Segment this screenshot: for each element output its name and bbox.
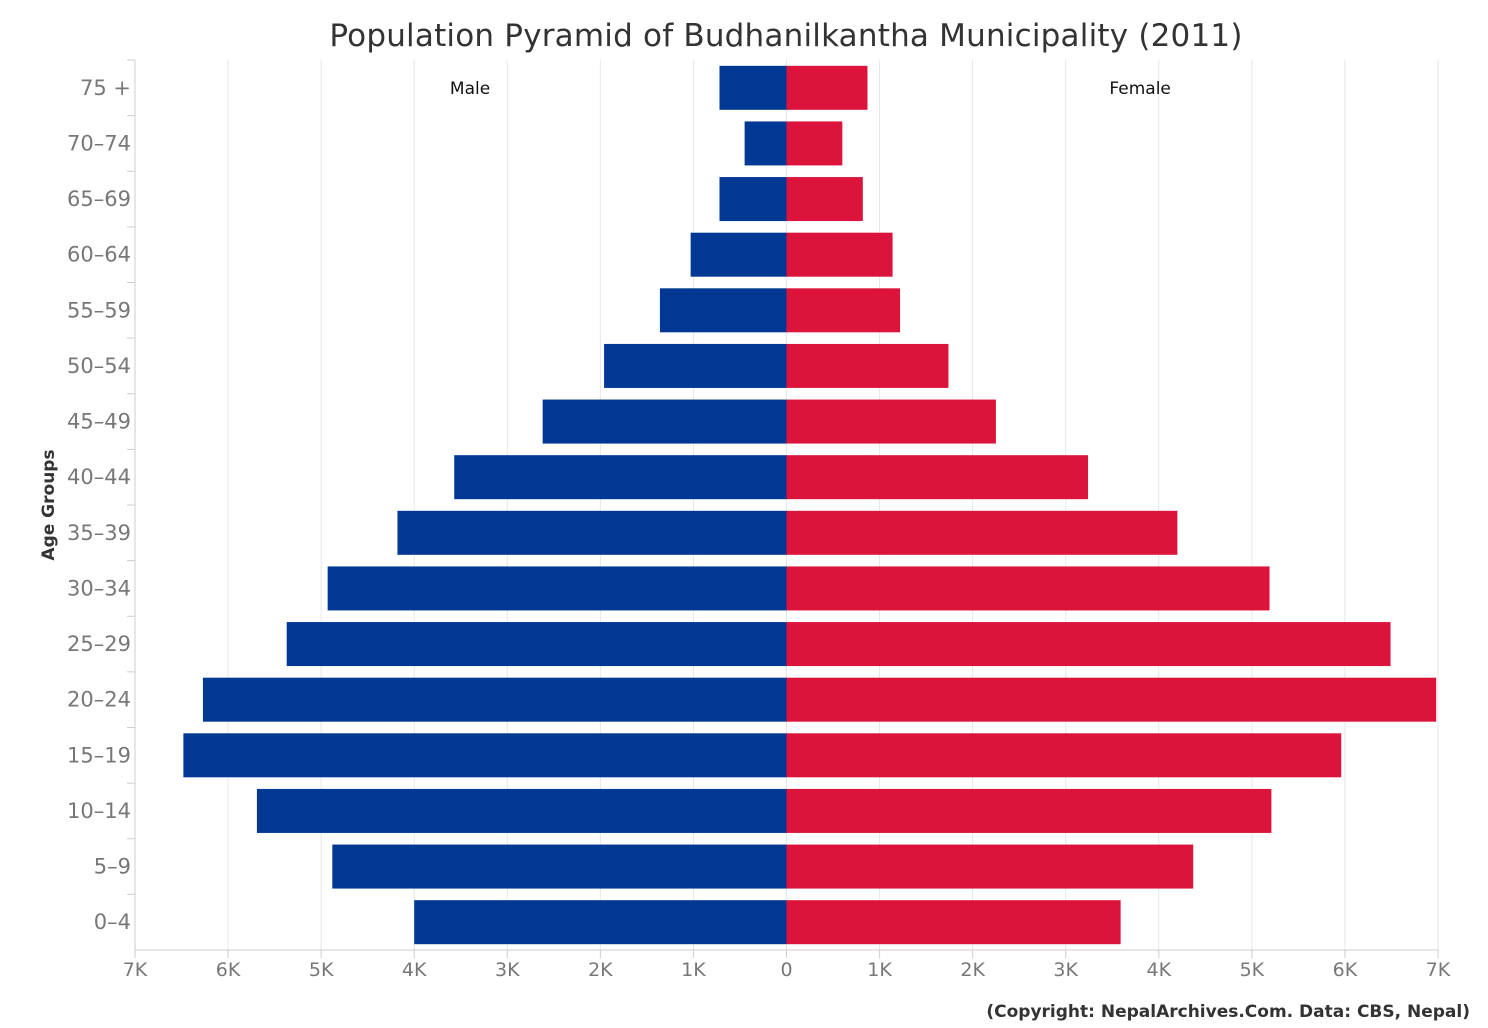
x-tick-label: 1K <box>867 959 892 981</box>
male-bar[interactable] <box>690 232 787 277</box>
male-bar[interactable] <box>719 177 787 222</box>
x-tick-label: 2K <box>588 959 613 981</box>
female-bar[interactable] <box>786 677 1437 722</box>
x-tick-label: 4K <box>1147 959 1172 981</box>
female-bar[interactable] <box>786 121 843 166</box>
age-group-label: 20–24 <box>67 688 131 712</box>
labels: 7K 6K 5K 4K 3K 2K 1K 0 1K 2K 3K 4K 5K 6K 7K 75 + 70–74 65… <box>39 76 1451 981</box>
y-axis-title: Age Groups <box>39 449 59 560</box>
male-bar[interactable] <box>719 65 787 110</box>
male-bar[interactable] <box>604 343 787 388</box>
female-bar[interactable] <box>786 288 901 333</box>
age-group-label: 10–14 <box>67 799 131 823</box>
female-bar[interactable] <box>786 566 1270 611</box>
female-bar[interactable] <box>786 900 1121 945</box>
female-bar[interactable] <box>786 343 949 388</box>
age-group-label: 55–59 <box>67 298 131 322</box>
x-tick-label: 5K <box>1240 959 1265 981</box>
age-group-label: 50–54 <box>67 354 131 378</box>
male-bar[interactable] <box>542 399 787 444</box>
female-bar[interactable] <box>786 622 1391 667</box>
age-group-label: 25–29 <box>67 632 131 656</box>
female-bar[interactable] <box>786 399 996 444</box>
female-bar[interactable] <box>786 733 1342 778</box>
x-tick-label: 6K <box>216 959 241 981</box>
female-bar[interactable] <box>786 65 868 110</box>
male-bar[interactable] <box>414 900 787 945</box>
chart-title: Population Pyramid of Budhanilkantha Mun… <box>329 18 1243 54</box>
female-bar[interactable] <box>786 844 1194 889</box>
female-bar[interactable] <box>786 177 863 222</box>
age-group-label: 60–64 <box>67 243 131 267</box>
age-group-label: 0–4 <box>94 910 131 934</box>
age-group-label: 65–69 <box>67 187 131 211</box>
x-tick-label: 2K <box>960 959 985 981</box>
x-tick-label: 7K <box>1426 959 1451 981</box>
male-bar[interactable] <box>183 733 787 778</box>
credit-note: (Copyright: NepalArchives.Com. Data: CBS… <box>986 1002 1470 1022</box>
age-group-label: 45–49 <box>67 410 131 434</box>
male-bar[interactable] <box>744 121 787 166</box>
female-bar[interactable] <box>786 788 1272 833</box>
female-series-label: Female <box>1109 79 1170 99</box>
x-tick-label: 3K <box>495 959 520 981</box>
age-group-label: 15–19 <box>67 743 131 767</box>
male-bar[interactable] <box>397 510 787 555</box>
x-tick-label: 0 <box>780 959 792 981</box>
male-bar[interactable] <box>454 455 787 500</box>
female-bar[interactable] <box>786 455 1089 500</box>
male-bar[interactable] <box>202 677 787 722</box>
male-series-label: Male <box>450 79 490 99</box>
male-bar[interactable] <box>327 566 787 611</box>
x-tick-label: 1K <box>681 959 706 981</box>
axes <box>127 59 1439 958</box>
age-group-label: 5–9 <box>94 855 131 879</box>
age-group-label: 35–39 <box>67 521 131 545</box>
male-bar[interactable] <box>659 288 787 333</box>
age-group-label: 70–74 <box>67 131 131 155</box>
female-bar[interactable] <box>786 510 1178 555</box>
male-bar[interactable] <box>332 844 787 889</box>
male-bar[interactable] <box>286 622 787 667</box>
female-bar[interactable] <box>786 232 893 277</box>
x-tick-label: 6K <box>1333 959 1358 981</box>
x-tick-label: 3K <box>1053 959 1078 981</box>
x-tick-label: 5K <box>309 959 334 981</box>
male-bar[interactable] <box>256 788 787 833</box>
x-tick-label: 4K <box>402 959 427 981</box>
age-group-label: 30–34 <box>67 576 131 600</box>
age-group-label: 75 + <box>80 76 131 100</box>
bars <box>183 65 1437 945</box>
x-tick-label: 7K <box>123 959 148 981</box>
age-group-label: 40–44 <box>67 465 131 489</box>
